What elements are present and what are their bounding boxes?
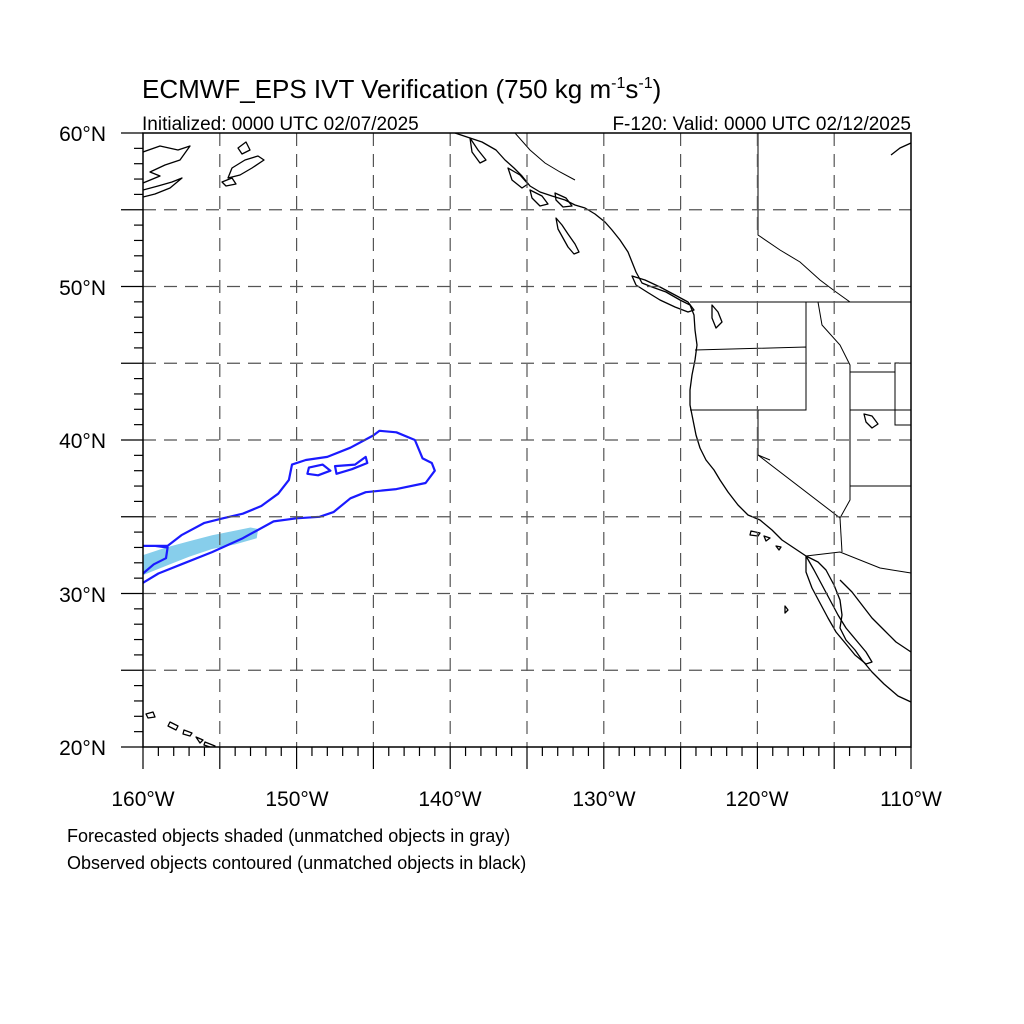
lon-label-150w: 150°W — [265, 788, 328, 811]
state-borders — [514, 133, 911, 574]
lat-label-50n: 50°N — [59, 277, 106, 300]
coastlines — [143, 133, 911, 747]
lon-label-140w: 140°W — [418, 788, 481, 811]
lon-label-110w: 110°W — [880, 788, 942, 811]
lat-label-60n: 60°N — [59, 123, 106, 146]
lat-label-40n: 40°N — [59, 430, 106, 453]
lat-label-30n: 30°N — [59, 584, 106, 607]
note-forecast-shading: Forecasted objects shaded (unmatched obj… — [67, 826, 510, 846]
lat-label-20n: 20°N — [59, 737, 106, 760]
valid-time-label: F-120: Valid: 0000 UTC 02/12/2025 — [612, 114, 911, 135]
lon-label-160w: 160°W — [111, 788, 174, 811]
map-frame — [142, 132, 912, 748]
note-observed-contour: Observed objects contoured (unmatched ob… — [67, 853, 526, 873]
lat-lon-gridlines — [143, 133, 911, 747]
lon-label-120w: 120°W — [725, 788, 788, 811]
axis-ticks — [121, 132, 912, 769]
init-time-label: Initialized: 0000 UTC 02/07/2025 — [142, 114, 419, 135]
map-title: ECMWF_EPS IVT Verification (750 kg m-1s-… — [142, 74, 661, 104]
observed-object-contour — [143, 429, 436, 584]
lon-label-130w: 130°W — [572, 788, 635, 811]
forecast-object-shaded — [143, 527, 259, 576]
